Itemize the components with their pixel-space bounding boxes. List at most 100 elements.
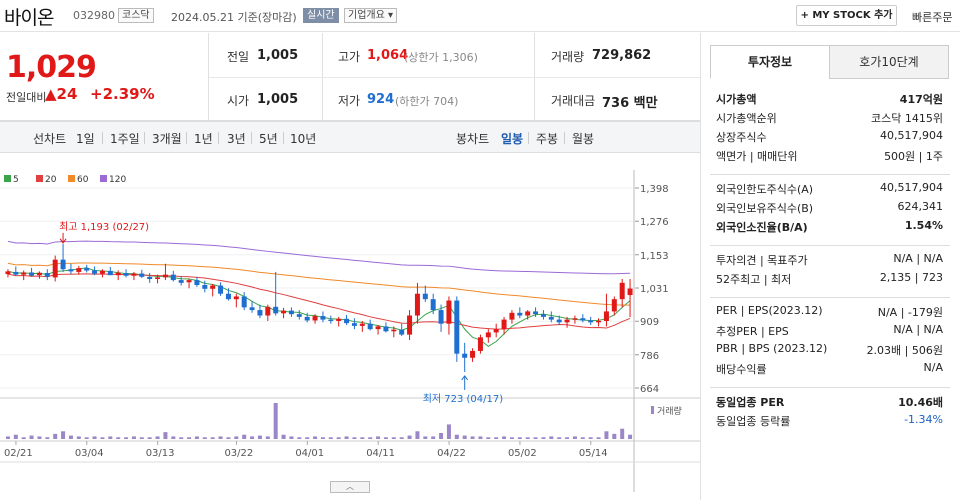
- candle-body: [430, 299, 436, 311]
- volume-bar: [557, 437, 562, 439]
- volume-bar: [604, 431, 609, 439]
- volume-legend-swatch: [651, 406, 654, 414]
- candle-body: [548, 316, 554, 320]
- candle-body: [123, 273, 129, 276]
- company-info-dropdown[interactable]: 기업개요 ▾: [344, 8, 398, 23]
- candle-body: [296, 314, 302, 317]
- volume-bar: [116, 437, 121, 439]
- volume-bars: 거래량: [5, 403, 682, 439]
- volume-bar: [407, 435, 412, 439]
- divider: [144, 132, 145, 144]
- info-value: 10.46배: [898, 396, 943, 409]
- volume-bar: [21, 437, 26, 439]
- volume-bar: [352, 437, 357, 439]
- y-tick-label: 1,153: [640, 251, 669, 262]
- volume-bar: [305, 437, 310, 439]
- candle-body: [611, 299, 617, 312]
- lower-limit: (하한가 704): [395, 95, 459, 108]
- info-value: N/A: [923, 361, 943, 374]
- volume-bar: [194, 436, 199, 439]
- legend-label: 60: [77, 175, 89, 185]
- open-value: 1,005: [257, 92, 299, 107]
- volume-bar: [108, 436, 113, 439]
- tab-daily[interactable]: 일봉: [501, 132, 524, 146]
- tab-3y[interactable]: 3년: [227, 132, 246, 146]
- info-value: 40,517,904: [880, 129, 943, 142]
- volume-bar: [100, 437, 105, 439]
- tab-10y[interactable]: 10년: [290, 132, 317, 146]
- upper-limit: (상한가 1,306): [404, 51, 478, 64]
- info-label: 배당수익률: [716, 363, 767, 376]
- candle-body: [556, 319, 562, 323]
- volume-bar: [61, 431, 66, 439]
- chart-scroll-handle[interactable]: ︿: [330, 481, 370, 493]
- volume-bar: [368, 437, 373, 439]
- volume-bar: [171, 436, 176, 439]
- volume-bar: [76, 436, 81, 439]
- volume-bar: [297, 437, 302, 439]
- candle-body: [92, 270, 98, 274]
- info-value: 417억원: [899, 93, 943, 106]
- volume-bar: [439, 433, 444, 439]
- x-tick-label: 03/22: [224, 448, 253, 459]
- info-label: 외국인보유주식수(B): [716, 202, 814, 215]
- realtime-badge[interactable]: 실시간: [303, 8, 339, 23]
- mystock-add-button[interactable]: + MY STOCK 추가: [796, 5, 897, 26]
- ma120-line: [7, 240, 631, 275]
- candle-body: [588, 320, 594, 323]
- legend-swatch: [4, 175, 11, 182]
- volume-bar: [565, 437, 570, 439]
- candle-body: [194, 280, 200, 286]
- volume-bar: [470, 436, 475, 439]
- candle-body: [336, 318, 342, 321]
- candle-body: [257, 310, 263, 316]
- x-tick-label: 02/21: [4, 448, 33, 459]
- volume-bar: [131, 436, 136, 439]
- y-tick-label: 909: [640, 317, 659, 328]
- tab-1y[interactable]: 1년: [194, 132, 213, 146]
- tab-3m[interactable]: 3개월: [152, 132, 182, 146]
- stock-chart[interactable]: 5 20 60 120 1,398 1,276 1,153 1,031 909 786 664 최…: [0, 160, 700, 500]
- info-value: 624,341: [897, 200, 944, 213]
- current-price: 1,029: [6, 50, 97, 85]
- candle-body: [462, 353, 468, 358]
- candle-body: [178, 280, 184, 283]
- y-tick-label: 1,398: [640, 184, 669, 195]
- tab-5y[interactable]: 5년: [259, 132, 278, 146]
- candle-body: [540, 314, 546, 317]
- volume-bar: [218, 436, 223, 439]
- candle-body: [525, 311, 531, 316]
- volume-bar: [13, 434, 18, 439]
- tab-1w[interactable]: 1주일: [110, 132, 140, 146]
- info-value: 2.03배 | 506원: [866, 344, 943, 357]
- x-tick-label: 05/14: [579, 448, 608, 459]
- candle-body: [572, 318, 578, 320]
- candle-body: [202, 285, 208, 289]
- divider: [251, 132, 252, 144]
- stock-code: 032980: [73, 9, 115, 22]
- tab-weekly[interactable]: 주봉: [536, 132, 559, 146]
- candle-body: [509, 312, 515, 320]
- price-summary: [0, 33, 700, 121]
- change-amount: 24: [56, 85, 78, 103]
- tab-order-book[interactable]: 호가10단계: [829, 45, 949, 79]
- candle-body: [162, 274, 168, 278]
- change-percent: +2.39%: [90, 85, 155, 103]
- volume-bar: [257, 435, 262, 439]
- low-label: 저가: [338, 94, 361, 108]
- volume-bar: [423, 436, 428, 439]
- candle-body: [454, 300, 460, 354]
- volume-bar: [68, 435, 73, 439]
- legend-swatch: [100, 175, 107, 182]
- tab-monthly[interactable]: 월봉: [572, 132, 595, 146]
- volume-bar: [391, 437, 396, 439]
- candle-body: [52, 259, 58, 278]
- quick-order-link[interactable]: 빠른주문: [912, 11, 953, 24]
- candle-body: [36, 272, 42, 276]
- candle-body: [218, 285, 224, 294]
- min-arrow-head: [461, 375, 469, 381]
- tab-invest-info[interactable]: 투자정보: [710, 45, 830, 79]
- volume-bar: [313, 436, 318, 439]
- tab-1d[interactable]: 1일: [76, 132, 95, 146]
- chart-tabs-bar: 선차트 1일 1주일 3개월 1년 3년 5년 10년 봉차트 일봉 주봉 월봉: [0, 121, 700, 153]
